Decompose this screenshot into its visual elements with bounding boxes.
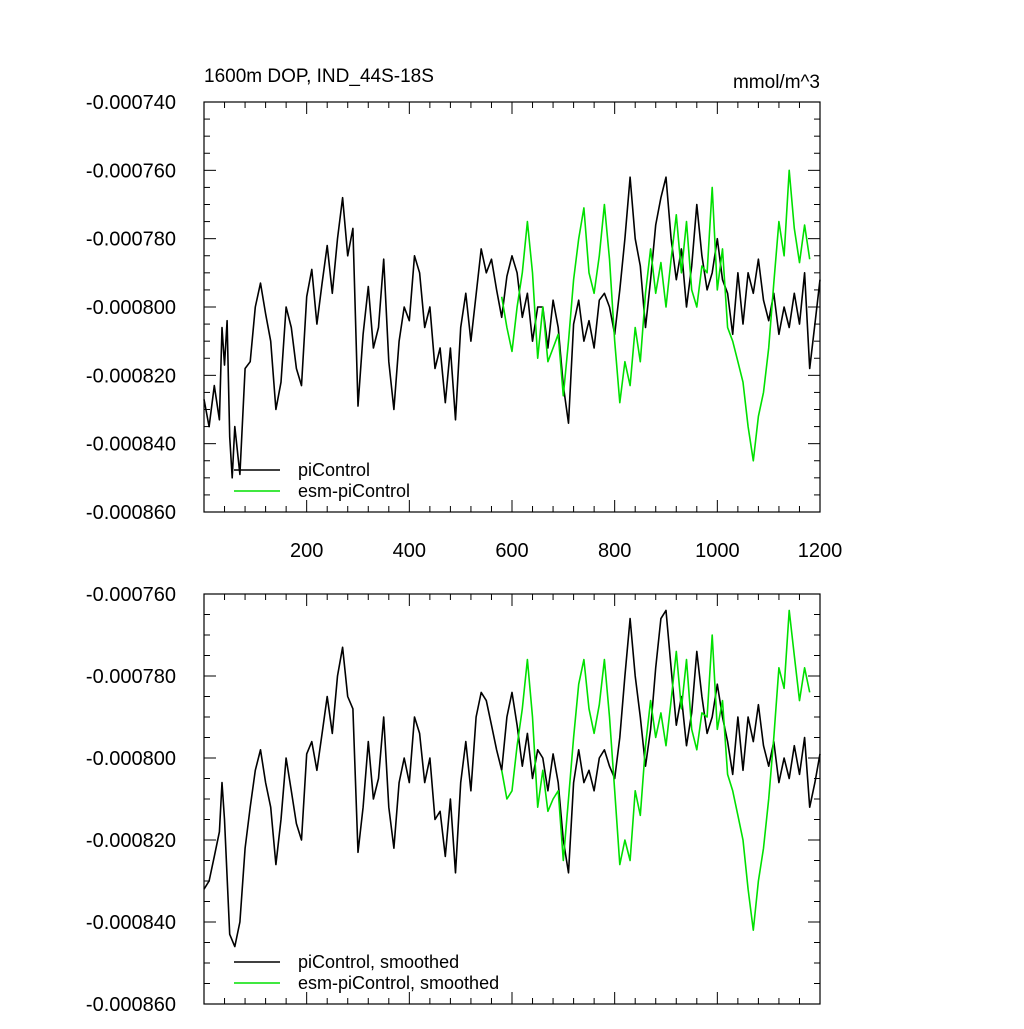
y-tick-label: -0.000780 [86, 666, 176, 688]
y-tick-label: -0.000860 [86, 502, 176, 524]
x-tick-label: 1000 [695, 540, 740, 562]
y-tick-label: -0.000820 [86, 365, 176, 387]
series-layer-top [203, 169, 821, 479]
y-tick-label: -0.000840 [86, 434, 176, 456]
axis-layer-top: 200 400 600 800 1000 1200 -0.000740 -0.000760 -0… [86, 92, 842, 562]
x-tick-label: 200 [290, 540, 323, 562]
y-tick-label: -0.000860 [86, 994, 176, 1016]
y-tick-label: -0.000820 [86, 830, 176, 852]
y-tick-label: -0.000760 [86, 584, 176, 606]
y-tick-label: -0.000800 [86, 748, 176, 770]
x-tick-label: 600 [495, 540, 528, 562]
y-tick-label: -0.000840 [86, 912, 176, 934]
legend-label-esm-picontrol: esm-piControl [298, 481, 410, 501]
series-line-esm-picontrol [500, 169, 811, 462]
legend-bottom: piControl, smoothed esm-piControl, smoot… [234, 952, 499, 993]
plot-frame [203, 593, 821, 1005]
legend-label-esm-picontrol-smoothed: esm-piControl, smoothed [298, 973, 499, 993]
legend-top: piControl esm-piControl [234, 460, 410, 501]
y-tick-label: -0.000800 [86, 297, 176, 319]
series-line-esm-picontrol-smoothed [500, 609, 811, 931]
x-tick-label: 400 [393, 540, 426, 562]
series-layer-bottom [203, 609, 821, 948]
series-line-picontrol-smoothed [203, 609, 821, 948]
chart-title: 1600m DOP, IND_44S-18S [204, 66, 434, 87]
y-tick-label: -0.000740 [86, 92, 176, 114]
x-tick-label: 800 [598, 540, 631, 562]
panel-top: 1600m DOP, IND_44S-18S mmol/m^3 200 400 60… [86, 66, 842, 562]
units-label: mmol/m^3 [733, 72, 820, 93]
panel-bottom: -0.000760 -0.000780 -0.000800 -0.000820 -0.0… [86, 584, 821, 1016]
legend-label-picontrol-smoothed: piControl, smoothed [298, 952, 459, 972]
x-tick-label: 1200 [798, 540, 843, 562]
y-tick-label: -0.000780 [86, 229, 176, 251]
axis-layer-bottom: -0.000760 -0.000780 -0.000800 -0.000820 -0.0… [86, 584, 821, 1016]
legend-label-picontrol: piControl [298, 460, 370, 480]
y-tick-label: -0.000760 [86, 160, 176, 182]
plot-frame [203, 101, 821, 513]
